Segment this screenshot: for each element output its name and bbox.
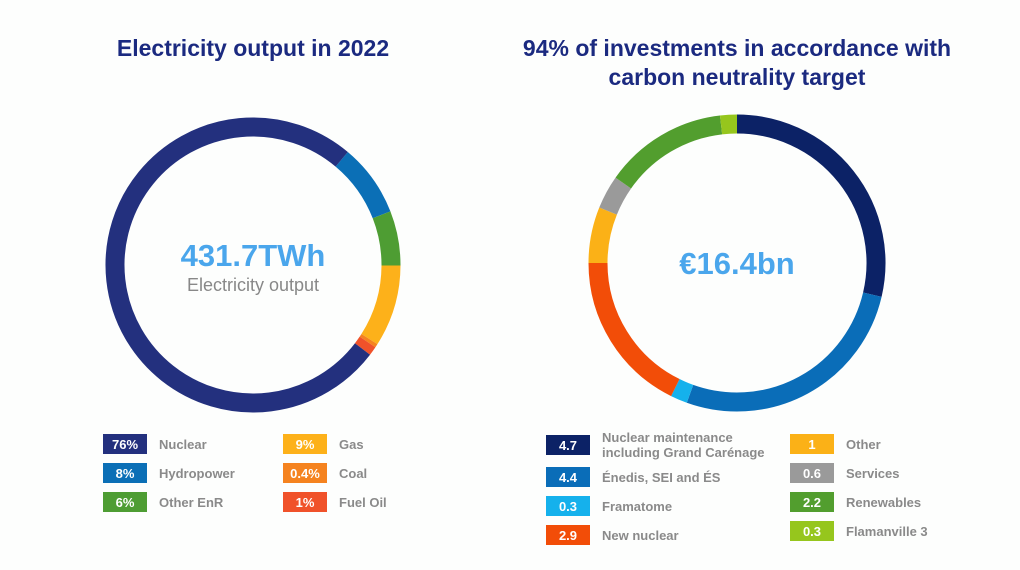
left-center-label: 431.7TWh Electricity output <box>103 238 403 296</box>
legend-item: 0.6 Services <box>790 463 900 483</box>
legend-label: Nuclear <box>159 436 207 452</box>
legend-label: Other <box>846 436 881 452</box>
right-chart-title: 94% of investments in accordance with ca… <box>522 35 952 90</box>
legend-item: 2.2 Renewables <box>790 492 921 512</box>
slice-nuclear <box>105 117 371 413</box>
slice-nuclear-maintenance-including-grand-car-nage <box>736 114 886 297</box>
legend-item: 1% Fuel Oil <box>283 492 387 512</box>
legend-item: 0.4% Coal <box>283 463 367 483</box>
slice-hydropower <box>335 152 391 219</box>
slice-coal <box>359 333 378 348</box>
investment-donut <box>588 114 886 412</box>
legend-value: 0.3 <box>546 496 590 516</box>
slice-other-enr <box>372 211 401 266</box>
legend-label: New nuclear <box>602 527 679 543</box>
electricity-donut <box>105 117 401 413</box>
legend-item: 2.9 New nuclear <box>546 525 679 545</box>
legend-value: 8% <box>103 463 147 483</box>
legend-label: Services <box>846 465 900 481</box>
electricity-total-caption: Electricity output <box>186 275 320 295</box>
slice--nedis-sei-and-s <box>686 292 882 412</box>
legend-item: 76% Nuclear <box>103 434 207 454</box>
legend-item: 1 Other <box>790 434 881 454</box>
investment-total: €16.4bn <box>679 246 795 281</box>
legend-item: 0.3 Framatome <box>546 496 672 516</box>
legend-item: 4.7 Nuclear maintenance including Grand Ca… <box>546 430 802 460</box>
slice-new-nuclear <box>588 262 680 397</box>
legend-item: 4.4 Énedis, SEI and ÉS <box>546 467 720 487</box>
legend-value: 2.9 <box>546 525 590 545</box>
slice-framatome <box>671 379 694 403</box>
legend-value: 6% <box>103 492 147 512</box>
legend-value: 4.4 <box>546 467 590 487</box>
slice-gas <box>361 265 401 345</box>
legend-value: 1 <box>790 434 834 454</box>
slice-other <box>588 207 617 264</box>
slice-renewables <box>615 115 723 189</box>
legend-label: Coal <box>339 465 368 481</box>
right-center-label: €16.4bn <box>587 246 887 282</box>
legend-item: 6% Other EnR <box>103 492 223 512</box>
legend-item: 9% Gas <box>283 434 364 454</box>
slice-services <box>599 177 632 215</box>
legend-value: 76% <box>103 434 147 454</box>
legend-label: Renewables <box>846 494 922 510</box>
legend-value: 1% <box>283 492 327 512</box>
slice-flamanville-3 <box>719 114 738 135</box>
legend-value: 0.4% <box>283 463 327 483</box>
legend-value: 4.7 <box>546 435 590 455</box>
left-chart-title: Electricity output in 2022 <box>116 35 390 61</box>
legend-label: Framatome <box>602 498 673 514</box>
legend-value: 2.2 <box>790 492 834 512</box>
legend-label: Flamanville 3 <box>846 523 928 539</box>
legend-item: 8% Hydropower <box>103 463 235 483</box>
legend-item: 0.3 Flamanville 3 <box>790 521 928 541</box>
legend-label: Fuel Oil <box>339 494 387 510</box>
legend-value: 0.6 <box>790 463 834 483</box>
legend-label: Énedis, SEI and ÉS <box>602 469 721 485</box>
electricity-total: 431.7TWh <box>180 238 326 273</box>
legend-label: Hydropower <box>159 465 235 481</box>
legend-label: Other EnR <box>159 494 224 510</box>
legend-value: 9% <box>283 434 327 454</box>
legend-value: 0.3 <box>790 521 834 541</box>
legend-label: Gas <box>339 436 364 452</box>
legend-label: Nuclear maintenance including Grand Carén… <box>602 430 765 460</box>
slice-fuel-oil <box>354 336 376 355</box>
